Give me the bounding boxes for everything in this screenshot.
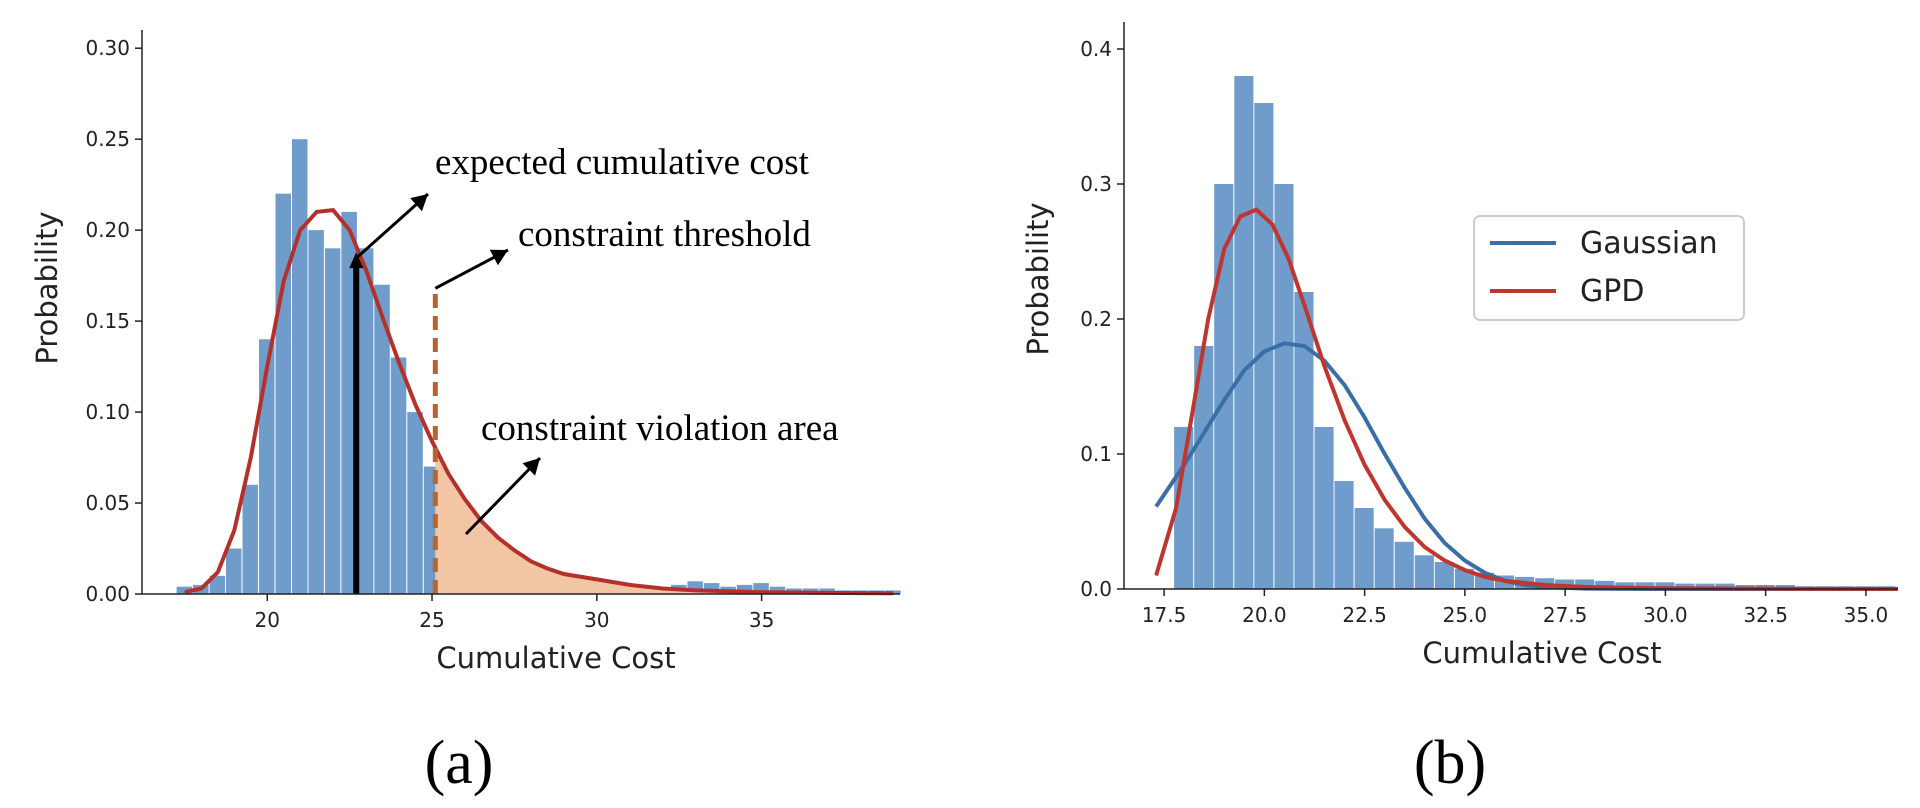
y-tick-label: 0.1 [1080, 442, 1112, 466]
histogram-bar [703, 583, 720, 594]
x-tick-label: 30 [584, 608, 609, 632]
annotation-constraint-threshold: constraint threshold [518, 214, 811, 255]
axes-b: 17.5 20.0 22.5 25.0 27.5 30.0 32.5 35.0 0.0 0.1 0.… [1080, 22, 1898, 627]
annotation-constraint-violation-area: constraint violation area [481, 408, 839, 449]
histogram-bar [292, 139, 308, 594]
chart-panel-a: 20 25 30 35 0.00 0.05 0.10 0.15 0.20 0.25 0.30 exp… [30, 30, 901, 797]
histogram-bar [176, 586, 193, 594]
x-tick-label: 22.5 [1342, 603, 1387, 627]
pointer-expected-cost-head [410, 194, 428, 212]
pointer-violation-area [464, 456, 542, 536]
histogram-bar [390, 357, 407, 594]
histogram-bar [209, 575, 226, 594]
x-tick-label: 25.0 [1443, 603, 1488, 627]
y-tick-label: 0.2 [1080, 307, 1112, 331]
histogram-bar [1675, 583, 1695, 589]
x-tick-label: 17.5 [1142, 603, 1187, 627]
histogram-bar [1214, 184, 1234, 589]
histogram-bar [1234, 76, 1254, 589]
histogram-bar [1334, 481, 1354, 589]
histogram-bar [753, 583, 769, 594]
x-tick-label: 27.5 [1543, 603, 1588, 627]
series-line-gpd [1154, 207, 1899, 591]
x-tick-label: 35.0 [1844, 603, 1889, 627]
histogram-bar [1194, 346, 1214, 589]
y-tick-label: 0.15 [85, 309, 130, 333]
legend: Gaussian GPD [1473, 215, 1745, 321]
pointer-expected-cost [355, 192, 429, 260]
histogram-bar [1575, 579, 1595, 589]
histogram-bar [1394, 541, 1414, 590]
y-tick-label: 0.4 [1080, 37, 1112, 61]
histogram-bar [1294, 292, 1314, 589]
histogram-bar [242, 484, 258, 594]
x-tick-label: 20.0 [1242, 603, 1287, 627]
histogram-bar [1595, 580, 1615, 589]
x-tick-label: 20 [255, 608, 280, 632]
chart-panel-b: 17.5 20.0 22.5 25.0 27.5 30.0 32.5 35.0 0.0 0.1 0.… [1021, 22, 1899, 797]
histogram-bar [374, 284, 390, 594]
histogram-bar [1414, 555, 1434, 590]
x-tick-label: 25 [419, 608, 444, 632]
y-tick-label: 0.00 [85, 582, 130, 606]
y-tick-label: 0.20 [85, 218, 130, 242]
histogram-bar [324, 248, 341, 595]
histogram-bar [1454, 568, 1474, 590]
pointer-constraint-threshold-head [489, 249, 508, 266]
histogram-bar [1274, 184, 1294, 589]
x-tick-label: 35 [749, 608, 774, 632]
histogram-bar [1434, 562, 1454, 589]
y-tick-label: 0.0 [1080, 577, 1112, 601]
histogram-bar [1695, 583, 1715, 589]
histogram-a [176, 139, 901, 595]
histogram-bar [308, 230, 324, 594]
annotation-pointers-a [355, 192, 542, 536]
histogram-bar [275, 193, 291, 594]
constraint-violation-area [435, 447, 894, 594]
histogram-bar [341, 211, 357, 594]
histogram-bar [226, 548, 242, 594]
histogram-bar [407, 412, 423, 594]
panel-label-a: (a) [425, 729, 494, 797]
axes-a: 20 25 30 35 0.00 0.05 0.10 0.15 0.20 0.25 0.30 [85, 30, 900, 632]
y-tick-label: 0.3 [1080, 172, 1112, 196]
legend-label-gaussian: Gaussian [1580, 226, 1718, 261]
fit-curve-a [184, 207, 894, 596]
histogram-bar [259, 339, 275, 594]
histogram-bar [1655, 582, 1675, 590]
histogram-bar [1354, 508, 1374, 589]
y-tick-label: 0.05 [85, 491, 130, 515]
annotation-expected-cumulative-cost: expected cumulative cost [435, 142, 810, 183]
y-axis-label-b: Probability [1021, 202, 1055, 355]
panel-label-b: (b) [1414, 729, 1486, 797]
histogram-bar [1314, 427, 1334, 589]
y-axis-label-a: Probability [30, 211, 64, 364]
x-axis-label-a: Cumulative Cost [436, 641, 675, 675]
histogram-bar [1174, 427, 1194, 589]
y-tick-label: 0.30 [85, 36, 130, 60]
expected-cost-arrowhead [349, 252, 364, 269]
histogram-b [1174, 76, 1895, 590]
pointer-violation-area-head [522, 458, 540, 476]
histogram-bar [1254, 103, 1274, 589]
x-axis-label-b: Cumulative Cost [1422, 636, 1661, 670]
histogram-bar [357, 248, 374, 595]
legend-label-gpd: GPD [1580, 274, 1644, 309]
histogram-bar [1374, 528, 1394, 590]
histogram-bar [1635, 582, 1655, 590]
histogram-bar [1715, 583, 1735, 589]
y-tick-label: 0.25 [85, 127, 130, 151]
histogram-bar [736, 584, 753, 594]
x-tick-label: 30.0 [1643, 603, 1688, 627]
y-tick-label: 0.10 [85, 400, 130, 424]
x-tick-label: 32.5 [1743, 603, 1788, 627]
